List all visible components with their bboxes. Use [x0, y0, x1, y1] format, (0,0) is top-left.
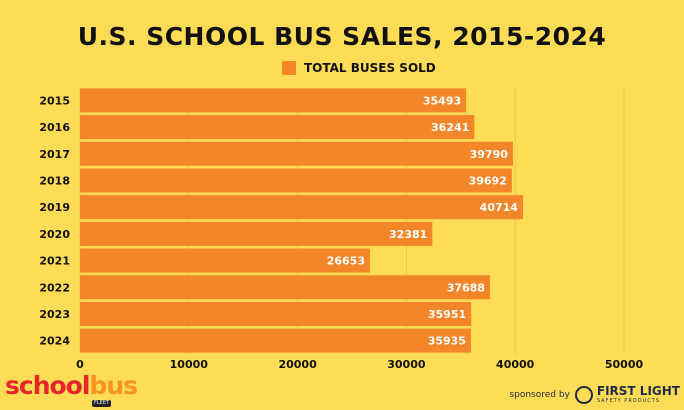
- y-tick-label: 2021: [39, 255, 70, 268]
- bar: [80, 195, 523, 220]
- chart-title: U.S. SCHOOL BUS SALES, 2015-2024: [77, 22, 607, 51]
- bar: [80, 328, 471, 353]
- data-label: 39790: [470, 148, 509, 161]
- x-tick-label: 10000: [170, 358, 209, 371]
- schoolbus-fleet-logo: schoolbus: [5, 371, 138, 400]
- y-tick-label: 2022: [39, 281, 70, 294]
- data-label: 37688: [447, 281, 485, 294]
- data-label: 39692: [469, 174, 507, 187]
- y-tick-label: 2015: [39, 94, 70, 107]
- data-label: 26653: [327, 255, 365, 268]
- logo-sub: FLEET: [92, 400, 112, 407]
- data-label: 35493: [423, 94, 461, 107]
- bar: [80, 275, 491, 300]
- y-tick-label: 2024: [39, 335, 70, 348]
- bar: [80, 221, 433, 246]
- legend: TOTAL BUSES SOLD: [282, 61, 436, 75]
- legend-label: TOTAL BUSES SOLD: [304, 61, 436, 75]
- sponsor: sponsored by FIRST LIGHT SAFETY PRODUCTS: [509, 385, 680, 405]
- y-tick-label: 2019: [39, 201, 70, 214]
- sponsor-name: FIRST LIGHT: [596, 384, 680, 398]
- sponsor-sub: SAFETY PRODUCTS: [596, 398, 660, 404]
- x-tick-label: 30000: [387, 358, 426, 371]
- legend-swatch: [282, 61, 296, 75]
- bar: [80, 141, 513, 166]
- bar: [80, 301, 472, 326]
- bar: [80, 248, 370, 273]
- bar: [80, 115, 475, 140]
- first-light-logo-icon: [574, 386, 593, 404]
- bar: [80, 88, 467, 113]
- data-label: 36241: [431, 121, 469, 134]
- data-label: 35935: [428, 335, 466, 348]
- sponsored-by-text: sponsored by: [509, 389, 570, 400]
- y-tick-label: 2016: [39, 121, 70, 134]
- y-tick-label: 2023: [39, 308, 70, 321]
- data-label: 35951: [428, 308, 466, 321]
- y-tick-label: 2018: [39, 174, 70, 187]
- x-tick-label: 0: [76, 358, 84, 371]
- bar: [80, 168, 512, 193]
- y-tick-label: 2020: [39, 228, 70, 241]
- data-label: 40714: [480, 201, 519, 214]
- x-tick-label: 20000: [278, 358, 317, 371]
- y-tick-label: 2017: [39, 148, 70, 161]
- data-label: 32381: [389, 228, 427, 241]
- x-tick-label: 40000: [496, 358, 535, 371]
- x-tick-label: 50000: [605, 358, 644, 371]
